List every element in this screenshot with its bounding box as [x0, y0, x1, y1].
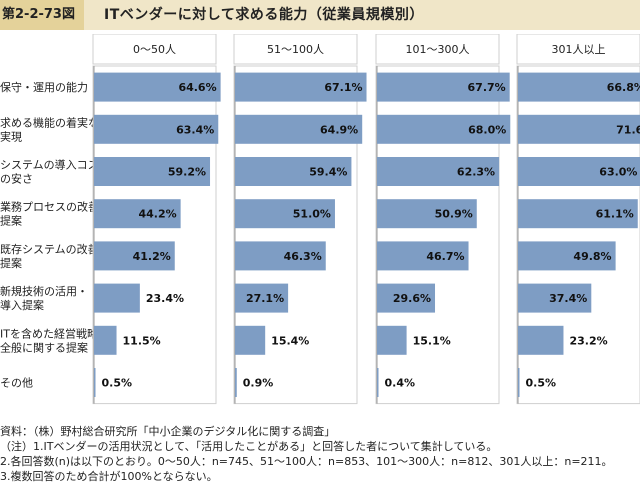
bar	[518, 241, 616, 271]
category-label: ITを含めた経営戦略	[0, 326, 98, 340]
category-label: 業務プロセスの改善	[0, 200, 99, 214]
category-label: システムの導入コスト	[0, 158, 110, 172]
bar	[377, 72, 510, 102]
data-label: 44.2%	[138, 208, 176, 221]
data-label: 46.7%	[426, 250, 464, 263]
data-label: 23.4%	[146, 292, 184, 305]
category-label: 保守・運用の能力	[0, 80, 88, 94]
data-label: 0.5%	[526, 377, 557, 390]
panel-frame	[516, 65, 640, 405]
data-label: 49.8%	[573, 250, 611, 263]
bar	[377, 283, 436, 313]
bar	[94, 241, 175, 271]
bar	[518, 157, 640, 186]
category-label: 既存システムの改善	[0, 242, 99, 256]
data-label: 27.1%	[246, 292, 284, 305]
category-label: 実現	[0, 129, 22, 143]
category-label: 新規技術の活用・	[0, 284, 88, 298]
bar	[235, 72, 367, 102]
bar	[94, 157, 211, 186]
data-label: 68.0%	[468, 123, 506, 136]
bar	[377, 199, 477, 229]
bar	[94, 283, 140, 313]
category-label: 全般に関する提案	[0, 340, 88, 354]
bar	[94, 325, 117, 355]
panel-header-box	[92, 34, 217, 65]
data-label: 59.4%	[309, 166, 347, 179]
figure-header: 第2-2-73図 ITベンダーに対して求める能力（従業員規模別）	[0, 0, 640, 30]
note-2: 2.各回答数(n)は以下のとおり。0〜50人：n=745、51〜100人：n=8…	[0, 455, 613, 468]
panel-frame	[375, 65, 500, 405]
bar	[94, 114, 219, 144]
note-3: 3.複数回答のため合計が100%とならない。	[0, 470, 218, 483]
bar	[377, 114, 511, 144]
panel-header: 0〜50人	[133, 43, 176, 56]
data-label: 63.0%	[599, 166, 637, 179]
category-label: その他	[0, 377, 33, 390]
panel-header: 101〜300人	[406, 43, 470, 56]
data-label: 61.1%	[596, 208, 634, 221]
data-label: 50.9%	[435, 208, 473, 221]
bar	[94, 72, 221, 102]
data-label: 0.4%	[385, 377, 416, 390]
panel-header-box	[516, 34, 640, 65]
bar	[94, 199, 181, 229]
data-label: 67.7%	[468, 81, 506, 94]
note-1: （注）1.ITベンダーの活用状況として、「活用したことがある」と回答した者につい…	[0, 440, 498, 453]
bar	[235, 157, 352, 186]
bar-chart: 保守・運用の能力求める機能の着実な実現システムの導入コストの安さ業務プロセスの改…	[0, 34, 640, 405]
panel-header: 51〜100人	[267, 43, 324, 56]
data-label: 63.4%	[176, 123, 214, 136]
bar	[518, 114, 640, 144]
data-label: 41.2%	[133, 250, 171, 263]
data-label: 59.2%	[168, 166, 206, 179]
bar	[518, 283, 592, 313]
source-note: 資料：（株）野村総合研究所「中小企業のデジタル化に関する調査」	[0, 425, 336, 438]
data-label: 51.0%	[293, 208, 331, 221]
bar	[235, 368, 237, 397]
category-label: の安さ	[0, 172, 33, 186]
category-label: 提案	[0, 256, 22, 270]
bar	[235, 114, 363, 144]
data-label: 37.4%	[549, 292, 587, 305]
category-label: 導入提案	[0, 298, 44, 312]
data-label: 64.9%	[320, 123, 358, 136]
bar	[235, 325, 266, 355]
bar	[94, 368, 96, 397]
figure-number: 第2-2-73図	[0, 0, 84, 30]
data-label: 67.1%	[324, 81, 362, 94]
bar	[518, 199, 638, 229]
panel-frame	[233, 65, 358, 405]
bar	[377, 368, 379, 397]
bar	[518, 72, 640, 102]
data-label: 71.6%	[616, 123, 640, 136]
panel-header: 301人以上	[552, 43, 606, 56]
data-label: 0.5%	[102, 377, 133, 390]
data-label: 11.5%	[123, 334, 161, 347]
data-label: 46.3%	[284, 250, 322, 263]
data-label: 23.2%	[569, 334, 607, 347]
bar	[377, 157, 500, 186]
bar	[235, 283, 289, 313]
panel-frame	[92, 65, 217, 405]
data-label: 29.6%	[393, 292, 431, 305]
bar	[235, 199, 335, 229]
bar	[518, 368, 520, 397]
bar	[235, 241, 326, 271]
category-label: 求める機能の着実な	[0, 115, 99, 129]
data-label: 62.3%	[457, 166, 495, 179]
data-label: 64.6%	[178, 81, 216, 94]
category-label: 提案	[0, 214, 22, 228]
data-label: 0.9%	[243, 377, 274, 390]
bar	[377, 241, 469, 271]
bar	[518, 325, 564, 355]
figure-title: ITベンダーに対して求める能力（従業員規模別）	[104, 7, 424, 23]
bar	[377, 325, 407, 355]
data-label: 66.8%	[607, 81, 640, 94]
panel-header-box	[375, 34, 500, 65]
data-label: 15.4%	[271, 334, 309, 347]
panel-header-box	[233, 34, 358, 65]
data-label: 15.1%	[413, 334, 451, 347]
